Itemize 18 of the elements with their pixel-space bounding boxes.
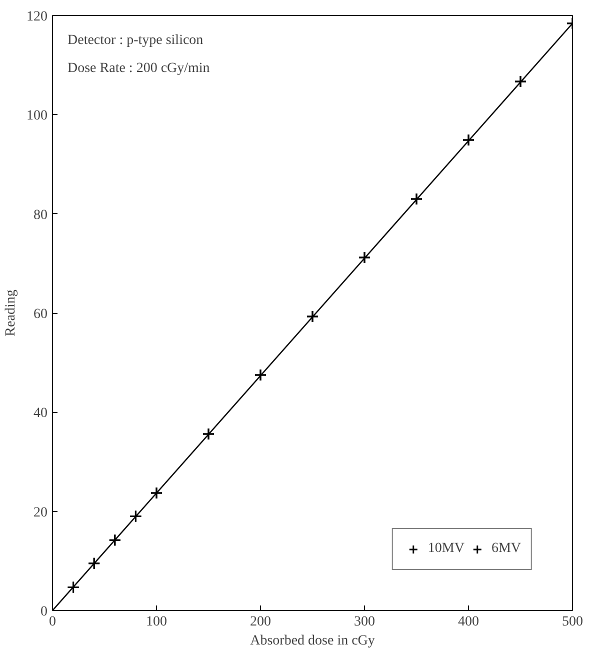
- y-tick-label: 40: [34, 406, 48, 422]
- y-tick-label: 60: [34, 307, 48, 322]
- x-tick-label: 100: [146, 614, 167, 630]
- x-axis-title: Absorbed dose in cGy: [250, 634, 375, 648]
- y-tick-label: 100: [26, 108, 48, 124]
- x-tick-label: 500: [562, 614, 583, 630]
- legend-label: 10MV: [428, 541, 464, 557]
- y-axis-title: Reading: [4, 290, 18, 336]
- x-tick-label: 300: [354, 614, 375, 630]
- y-tick-label: 0: [40, 604, 48, 620]
- legend-label: 6MV: [491, 541, 521, 557]
- annotation: Detector : p-type silicon: [68, 33, 204, 48]
- y-tick-label: 80: [34, 208, 48, 223]
- annotation: Dose Rate : 200 cGy/min: [68, 61, 210, 76]
- x-tick-label: 200: [250, 614, 271, 630]
- y-tick-label: 120: [26, 10, 48, 24]
- y-tick-label: 20: [34, 505, 48, 520]
- x-tick-label: 400: [458, 614, 479, 630]
